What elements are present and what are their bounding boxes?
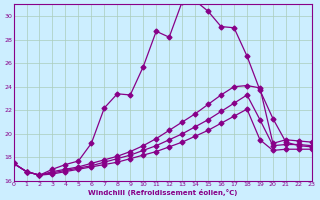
X-axis label: Windchill (Refroidissement éolien,°C): Windchill (Refroidissement éolien,°C) (88, 189, 237, 196)
